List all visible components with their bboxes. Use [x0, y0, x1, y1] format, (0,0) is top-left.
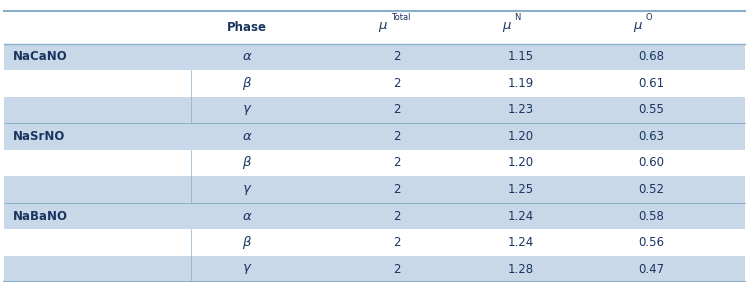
- Text: 1.20: 1.20: [508, 130, 533, 143]
- Bar: [4, 70, 745, 97]
- Bar: [4, 11, 745, 44]
- Text: $\gamma$: $\gamma$: [242, 182, 252, 197]
- Text: $\beta$: $\beta$: [242, 234, 252, 251]
- Text: $\alpha$: $\alpha$: [242, 130, 252, 143]
- Text: NaBaNO: NaBaNO: [13, 210, 67, 222]
- Text: 0.55: 0.55: [639, 103, 664, 116]
- Text: $\gamma$: $\gamma$: [242, 103, 252, 117]
- Text: Total: Total: [391, 13, 410, 22]
- Text: O: O: [646, 13, 652, 22]
- Text: 0.61: 0.61: [639, 77, 664, 90]
- Text: 2: 2: [393, 236, 401, 249]
- Text: 2: 2: [393, 50, 401, 63]
- Text: $\mu$: $\mu$: [378, 21, 388, 34]
- Bar: [4, 203, 745, 229]
- Text: 1.24: 1.24: [507, 236, 534, 249]
- Bar: [4, 123, 745, 150]
- Text: NaCaNO: NaCaNO: [13, 50, 67, 63]
- Text: Phase: Phase: [227, 21, 267, 34]
- Text: 1.23: 1.23: [508, 103, 533, 116]
- Text: $\gamma$: $\gamma$: [242, 262, 252, 276]
- Text: NaSrNO: NaSrNO: [13, 130, 65, 143]
- Text: 1.19: 1.19: [507, 77, 534, 90]
- Bar: [4, 97, 745, 123]
- Text: 2: 2: [393, 157, 401, 169]
- Text: 1.28: 1.28: [508, 263, 533, 276]
- Text: 2: 2: [393, 263, 401, 276]
- Text: $\beta$: $\beta$: [242, 155, 252, 171]
- Text: 0.52: 0.52: [639, 183, 664, 196]
- Text: 0.58: 0.58: [639, 210, 664, 222]
- Bar: [4, 150, 745, 176]
- Text: $\mu$: $\mu$: [633, 21, 643, 34]
- Text: 1.20: 1.20: [508, 157, 533, 169]
- Text: $\alpha$: $\alpha$: [242, 210, 252, 222]
- Text: 2: 2: [393, 210, 401, 222]
- Bar: [4, 176, 745, 203]
- Text: $\beta$: $\beta$: [242, 75, 252, 92]
- Text: 2: 2: [393, 183, 401, 196]
- Text: 0.47: 0.47: [639, 263, 664, 276]
- Bar: [4, 229, 745, 256]
- Text: 2: 2: [393, 103, 401, 116]
- Text: $\alpha$: $\alpha$: [242, 50, 252, 63]
- Bar: [4, 44, 745, 70]
- Text: 1.25: 1.25: [508, 183, 533, 196]
- Text: 0.63: 0.63: [639, 130, 664, 143]
- Text: $\mu$: $\mu$: [502, 21, 512, 34]
- Text: N: N: [515, 13, 521, 22]
- Text: 1.15: 1.15: [508, 50, 533, 63]
- Text: 2: 2: [393, 77, 401, 90]
- Text: 1.24: 1.24: [507, 210, 534, 222]
- Text: 0.60: 0.60: [639, 157, 664, 169]
- Text: 0.68: 0.68: [639, 50, 664, 63]
- Bar: [4, 256, 745, 282]
- Text: 2: 2: [393, 130, 401, 143]
- Text: 0.56: 0.56: [639, 236, 664, 249]
